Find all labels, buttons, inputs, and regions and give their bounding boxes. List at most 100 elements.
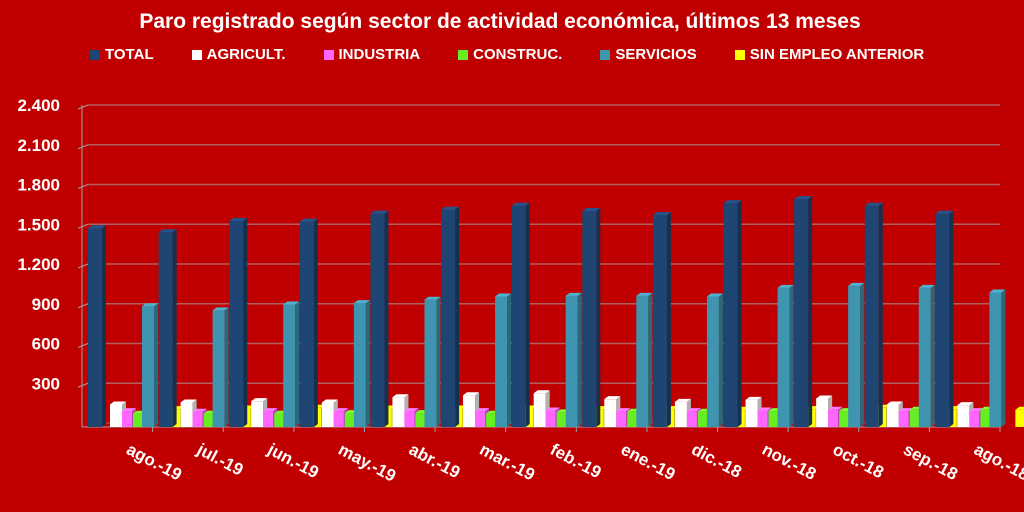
bar-servicios	[989, 292, 1002, 427]
bar-top	[1015, 406, 1024, 410]
bar-top	[321, 399, 338, 403]
bar-industria	[686, 411, 697, 427]
bar-construc-	[768, 411, 779, 427]
bar-industria	[828, 409, 839, 427]
y-tick-label: 1.200	[17, 255, 60, 274]
bar-top	[158, 229, 177, 233]
y-tick	[77, 223, 89, 229]
bar-servicios	[424, 299, 437, 427]
bar-top	[794, 196, 813, 200]
bar-servicios	[848, 285, 861, 427]
bar-top	[686, 408, 701, 412]
bar-industria	[898, 411, 909, 427]
x-tick-label: oct.-18	[830, 440, 887, 483]
bar-top	[353, 300, 370, 304]
bar-industria	[616, 411, 627, 427]
bar-top	[616, 408, 631, 412]
bar-industria	[757, 410, 768, 427]
bar-top	[424, 296, 441, 300]
x-tick-label: dic.-18	[688, 440, 744, 482]
bar-top	[886, 401, 903, 405]
y-tick-label: 600	[32, 335, 60, 354]
bar-top	[969, 408, 984, 412]
bar-top	[898, 408, 913, 412]
x-tick-label: nov.-18	[759, 440, 819, 484]
bar-side	[737, 200, 742, 427]
legend-swatch	[458, 49, 469, 60]
bar-top	[263, 408, 278, 412]
bar-top	[333, 408, 348, 412]
bar-top	[604, 396, 621, 400]
y-tick	[77, 184, 89, 189]
legend-label: SIN EMPLEO ANTERIOR	[749, 46, 925, 63]
y-tick	[77, 104, 89, 110]
bar-agricult-	[110, 404, 122, 427]
bar-total	[652, 215, 667, 427]
bar-top	[918, 284, 935, 288]
y-tick	[77, 263, 89, 269]
bar-top	[674, 398, 691, 402]
bar-servicios	[283, 304, 296, 427]
legend-label: AGRICULT.	[206, 46, 286, 63]
bar-total	[299, 221, 314, 427]
bar-top	[828, 406, 843, 410]
y-tick	[77, 144, 89, 150]
bar-top	[404, 408, 419, 412]
bar-top	[283, 301, 300, 305]
bar-servicios	[142, 306, 154, 427]
bar-construc-	[697, 411, 708, 427]
y-tick-label: 2.400	[17, 96, 60, 115]
bar-side	[525, 202, 530, 427]
bar-total	[794, 199, 809, 427]
x-tick-label: ene.-19	[618, 440, 679, 484]
bar-industria	[122, 411, 132, 427]
bar-agricult-	[180, 402, 193, 427]
y-tick-label: 1.500	[17, 215, 60, 234]
y-tick-label: 300	[32, 374, 60, 393]
bar-top	[299, 218, 318, 222]
bar-industria	[545, 410, 556, 427]
bar-top	[192, 408, 207, 412]
legend-label: CONSTRUC.	[473, 46, 563, 63]
bar-agricult-	[392, 397, 405, 427]
chart-title: Paro registrado según sector de activida…	[139, 10, 861, 33]
bar-industria	[192, 411, 203, 427]
legend-label: SERVICIOS	[615, 46, 697, 63]
x-tick-label: abr.-19	[406, 440, 463, 483]
bar-top	[180, 399, 197, 403]
bar-side	[648, 292, 653, 427]
bar-top	[110, 401, 126, 405]
legend-item: TOTAL	[90, 46, 154, 63]
x-tick-label: may.-19	[335, 440, 399, 486]
bar-servicios	[918, 287, 931, 427]
legend-item: AGRICULT.	[191, 46, 286, 63]
bar-construc-	[909, 409, 920, 427]
bar-servicios	[212, 310, 225, 427]
bar-top	[864, 202, 883, 206]
bar-servicios	[353, 303, 366, 427]
bar-agricult-	[251, 401, 264, 427]
bar-servicios	[706, 296, 719, 427]
bar-total	[158, 232, 173, 427]
bar-top	[989, 289, 1006, 293]
bar-side	[243, 217, 248, 427]
bar-top	[533, 390, 550, 394]
legend-swatch	[734, 49, 745, 60]
bar-top	[122, 408, 136, 412]
bar-construc-	[486, 413, 497, 427]
bar-top	[848, 282, 865, 286]
y-tick-label: 1.800	[17, 176, 60, 195]
bar-agricult-	[321, 402, 334, 427]
bar-top	[495, 293, 512, 297]
bar-total	[582, 211, 597, 427]
legend-item: SERVICIOS	[600, 46, 697, 63]
x-tick-label: ago.-18	[971, 440, 1024, 485]
bar-side	[154, 303, 158, 427]
bar-construc-	[980, 409, 991, 427]
bar-agricult-	[463, 395, 476, 427]
bar-construc-	[627, 411, 638, 427]
bar-agricult-	[674, 401, 687, 427]
legend-item: CONSTRUC.	[458, 46, 562, 63]
bar-side	[808, 196, 813, 427]
bar-industria	[475, 411, 486, 427]
